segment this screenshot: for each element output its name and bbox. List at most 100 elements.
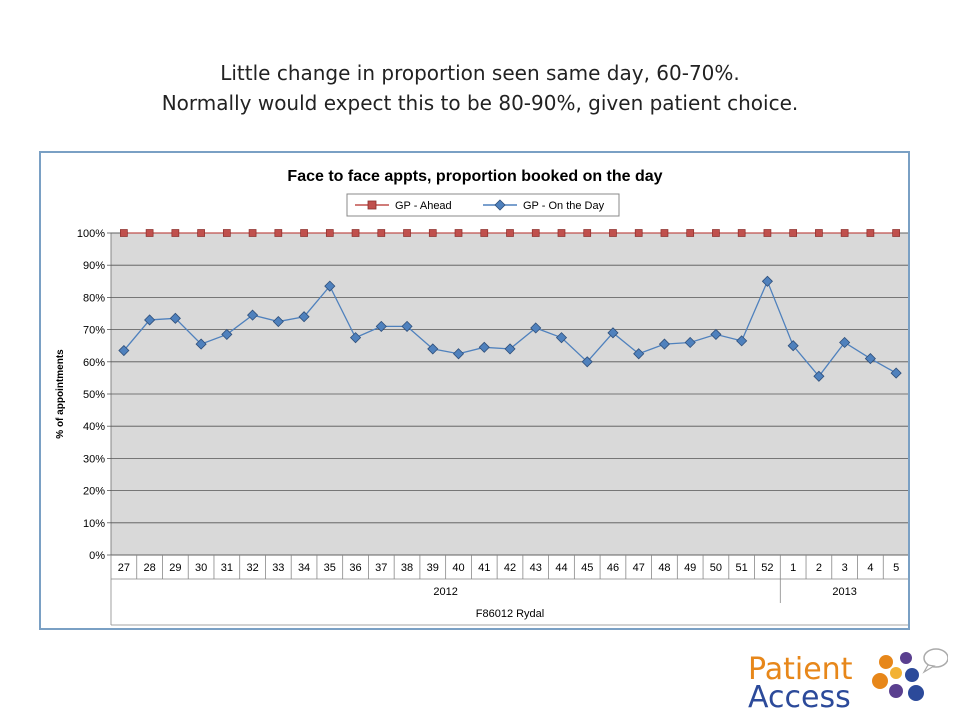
series-0-point-23 (712, 229, 720, 237)
series-0-point-10 (377, 229, 386, 237)
series-0-point-25 (763, 229, 772, 237)
series-1-point-24 (736, 335, 748, 347)
legend-label-0: GP - Ahead (395, 200, 452, 212)
logo-text-line1: Patient (748, 652, 853, 687)
xtick-label-17: 44 (555, 562, 567, 574)
series-0-point-7 (300, 229, 308, 237)
chart-title: Face to face appts, proportion booked on… (287, 168, 662, 185)
series-0-point-20 (634, 229, 643, 237)
xtick-label-21: 48 (658, 562, 670, 574)
series-0-point-28 (840, 229, 849, 237)
series-0-point-26 (789, 229, 798, 237)
xtick-label-19: 46 (607, 562, 619, 574)
series-0-point-19 (609, 229, 617, 237)
series-1-point-23 (710, 328, 722, 340)
chart-frame: Face to face appts, proportion booked on… (39, 151, 910, 630)
series-1-point-9 (349, 332, 362, 344)
xtick-label-15: 42 (504, 562, 516, 574)
series-1-point-25 (761, 275, 773, 287)
series-1-point-0 (118, 344, 130, 357)
xtick-label-29: 4 (867, 562, 873, 574)
series-1-point-7 (298, 311, 310, 323)
xtick-label-13: 40 (452, 562, 464, 574)
series-1-point-10 (375, 320, 387, 332)
series-0-point-1 (145, 229, 154, 237)
series-0-point-18 (583, 229, 592, 237)
series-0-point-3 (197, 229, 205, 237)
series-0-point-9 (351, 229, 360, 237)
ytick-label-6: 60% (83, 357, 105, 369)
series-1-point-1 (144, 314, 156, 326)
xtick-label-0: 27 (118, 562, 130, 574)
series-1-point-4 (221, 328, 233, 340)
xtick-label-4: 31 (221, 562, 233, 574)
ytick-label-4: 40% (83, 421, 105, 433)
series-1-point-2 (169, 312, 181, 324)
series-1-point-3 (195, 338, 207, 350)
series-1-point-18 (581, 356, 593, 368)
xtick-label-11: 38 (401, 562, 413, 574)
series-1-point-11 (401, 320, 413, 332)
xtick-label-16: 43 (530, 562, 542, 574)
logo-people-icon (872, 648, 948, 701)
xtick-label-12: 39 (427, 562, 439, 574)
series-0-point-12 (428, 229, 437, 237)
ytick-label-10: 100% (77, 228, 105, 240)
slide-title-line2: Normally would expect this to be 80-90%,… (161, 91, 799, 115)
series-0-point-5 (248, 229, 257, 237)
series-1-point-12 (427, 343, 439, 355)
series-0-point-16 (531, 229, 540, 237)
series-1-point-27 (813, 370, 825, 382)
series-1-point-17 (555, 332, 568, 344)
legend-marker-0 (367, 200, 377, 210)
xtick-label-18: 45 (581, 562, 593, 574)
slide-title-line1: Little change in proportion seen same da… (220, 61, 740, 85)
series-0-point-24 (737, 229, 746, 237)
series-1-point-28 (839, 336, 851, 349)
series-0-point-0 (120, 229, 128, 237)
series-1-point-6 (272, 315, 284, 328)
xtick-label-6: 33 (272, 562, 284, 574)
practice-label: F86012 Rydal (476, 608, 545, 620)
xtick-label-5: 32 (246, 562, 258, 574)
xtick-label-23: 50 (710, 562, 722, 574)
xtick-label-3: 30 (195, 562, 207, 574)
xtick-label-9: 36 (349, 562, 361, 574)
series-1-point-14 (478, 341, 490, 353)
ytick-label-9: 90% (83, 260, 105, 272)
legend-marker-1 (494, 199, 506, 211)
xtick-label-24: 51 (736, 562, 748, 574)
xtick-label-1: 28 (143, 562, 155, 574)
series-0-point-4 (222, 229, 231, 237)
xtick-label-8: 35 (324, 562, 336, 574)
series-1-point-20 (633, 348, 645, 360)
xtick-label-14: 41 (478, 562, 490, 574)
ytick-label-2: 20% (83, 486, 105, 498)
slide-title: Little change in proportion seen same da… (0, 58, 960, 118)
ytick-label-8: 80% (83, 292, 105, 304)
series-0-point-8 (325, 229, 334, 237)
ytick-label-1: 10% (83, 518, 105, 530)
series-0-point-22 (686, 229, 695, 237)
series-0-point-17 (557, 229, 566, 237)
series-0-point-21 (660, 229, 669, 237)
ytick-label-5: 50% (83, 389, 105, 401)
year-label-0: 2012 (433, 586, 457, 598)
xtick-label-30: 5 (893, 562, 899, 574)
series-0-point-6 (274, 229, 283, 237)
series-1-point-19 (607, 327, 619, 339)
xtick-label-25: 52 (761, 562, 773, 574)
series-0-point-2 (171, 229, 180, 237)
series-0-point-13 (454, 229, 463, 237)
series-1-point-29 (864, 353, 876, 365)
series-0-point-29 (866, 229, 875, 237)
patient-access-logo: Patient Access (748, 645, 948, 715)
xtick-label-27: 2 (816, 562, 822, 574)
series-1-point-26 (787, 340, 799, 352)
series-1-point-8 (324, 280, 336, 292)
series-1-point-16 (530, 322, 542, 334)
ytick-label-7: 70% (83, 325, 105, 337)
series-1-point-13 (452, 348, 465, 360)
line-chart: Face to face appts, proportion booked on… (55, 168, 908, 626)
series-1-point-22 (684, 336, 696, 349)
